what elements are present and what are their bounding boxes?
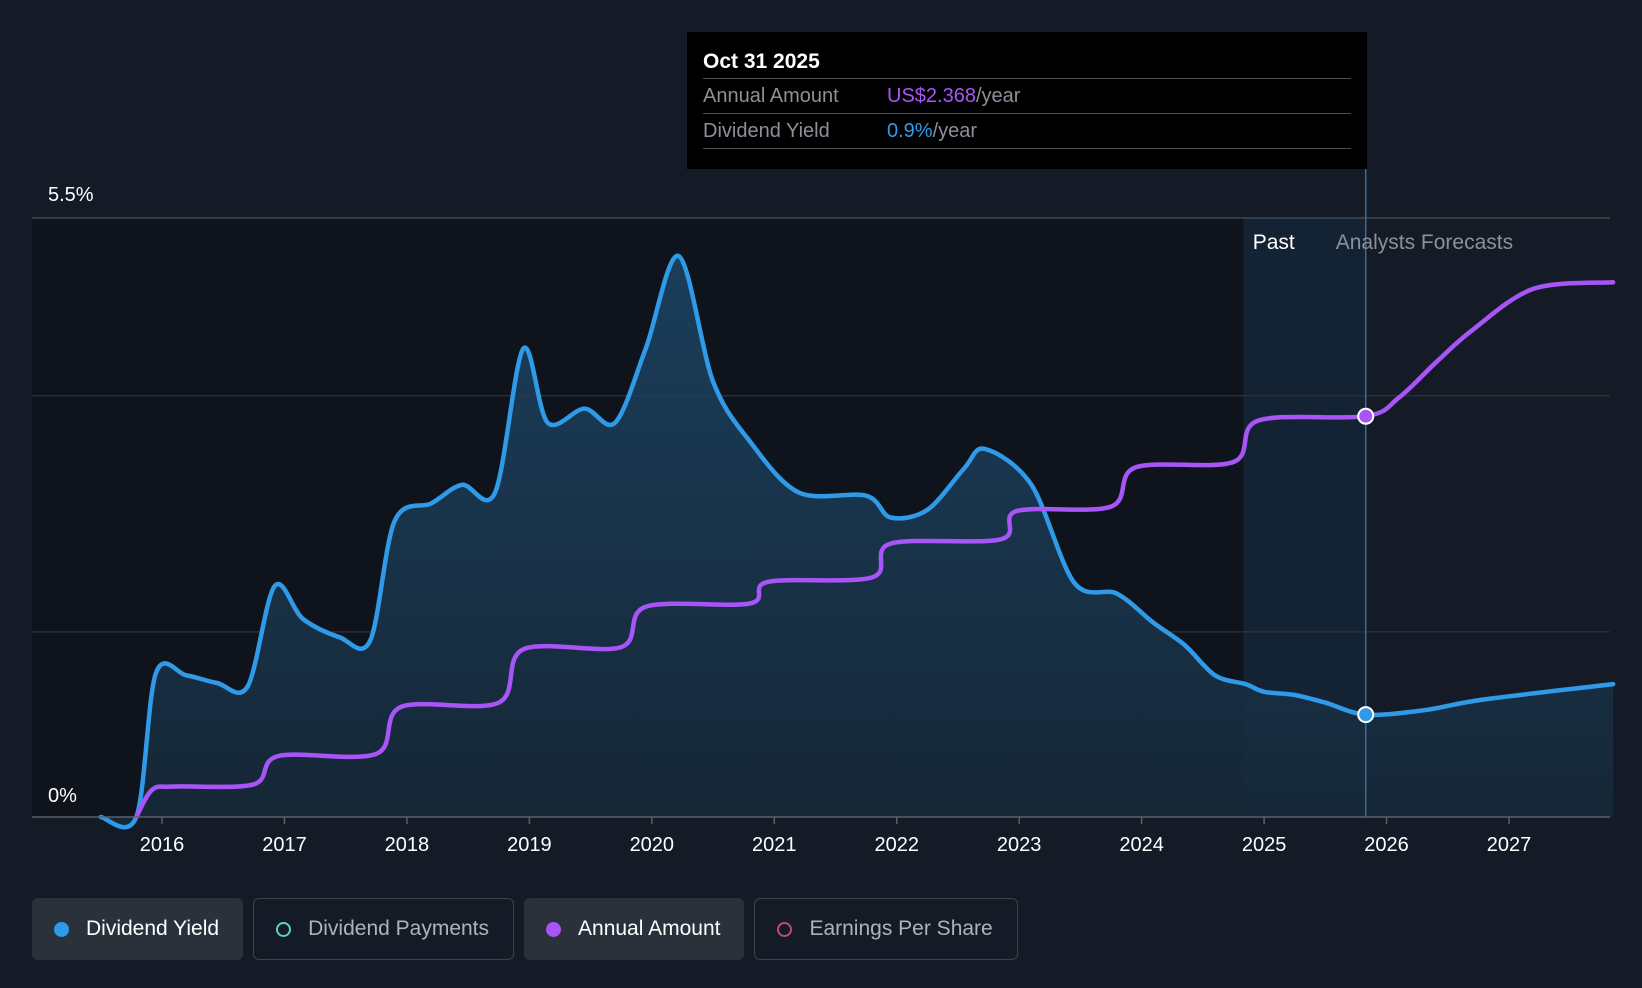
tooltip: Oct 31 2025 Annual Amount US$2.368 /year… bbox=[687, 32, 1367, 169]
x-tick-label: 2026 bbox=[1364, 834, 1409, 856]
legend-annual-amount-button[interactable]: Annual Amount bbox=[524, 898, 745, 960]
x-tick-label: 2023 bbox=[997, 834, 1042, 856]
dividend-yield-line bbox=[98, 253, 1616, 830]
y-label-top: 5.5% bbox=[48, 184, 94, 206]
x-tick-label: 2021 bbox=[752, 834, 797, 856]
legend-dividend-yield-button[interactable]: Dividend Yield bbox=[32, 898, 244, 960]
tooltip-row-annual-amount: Annual Amount US$2.368 /year bbox=[703, 78, 1351, 113]
tooltip-value: US$2.368 bbox=[887, 84, 976, 107]
dividend-yield-area bbox=[100, 255, 1614, 828]
x-axis: 2016 2017 2018 2019 2020 2021 2022 2023 2024 2025… bbox=[140, 817, 1532, 856]
tooltip-label: Annual Amount bbox=[703, 84, 839, 107]
x-tick-label: 2016 bbox=[140, 834, 185, 856]
annual-amount-marker[interactable] bbox=[1357, 407, 1375, 425]
x-tick-label: 2022 bbox=[874, 834, 919, 856]
legend-label: Annual Amount bbox=[578, 917, 721, 940]
tooltip-value: 0.9% bbox=[887, 119, 933, 142]
tooltip-unit: /year bbox=[932, 119, 978, 142]
filled-dot-icon bbox=[54, 921, 69, 937]
legend: Dividend Yield Dividend Payments Annual … bbox=[32, 898, 1018, 960]
x-tick-label: 2027 bbox=[1487, 834, 1532, 856]
past-label: Past bbox=[1253, 231, 1295, 254]
legend-label: Earnings Per Share bbox=[809, 917, 993, 940]
x-tick-label: 2020 bbox=[630, 834, 675, 856]
x-tick-label: 2025 bbox=[1242, 834, 1287, 856]
y-label-bottom: 0% bbox=[48, 785, 77, 807]
filled-dot-icon bbox=[546, 921, 562, 937]
x-tick-label: 2017 bbox=[262, 834, 307, 856]
tooltip-unit: /year bbox=[975, 84, 1021, 107]
hollow-dot-icon bbox=[777, 921, 793, 937]
tooltip-row-dividend-yield: Dividend Yield 0.9% /year bbox=[703, 113, 1351, 149]
tooltip-label: Dividend Yield bbox=[703, 119, 830, 142]
x-tick-label: 2024 bbox=[1119, 834, 1164, 856]
x-tick-label: 2019 bbox=[507, 834, 552, 856]
dividend-yield-marker[interactable] bbox=[1357, 706, 1375, 724]
hollow-dot-icon bbox=[276, 921, 292, 937]
legend-dividend-payments-button[interactable]: Dividend Payments bbox=[253, 898, 515, 960]
forecast-label: Analysts Forecasts bbox=[1336, 231, 1513, 254]
x-tick-label: 2018 bbox=[385, 834, 430, 856]
legend-earnings-per-share-button[interactable]: Earnings Per Share bbox=[754, 898, 1018, 960]
annual-amount-line bbox=[134, 280, 1616, 820]
tooltip-date: Oct 31 2025 bbox=[703, 50, 820, 73]
legend-label: Dividend Yield bbox=[86, 917, 220, 940]
legend-label: Dividend Payments bbox=[308, 917, 490, 940]
